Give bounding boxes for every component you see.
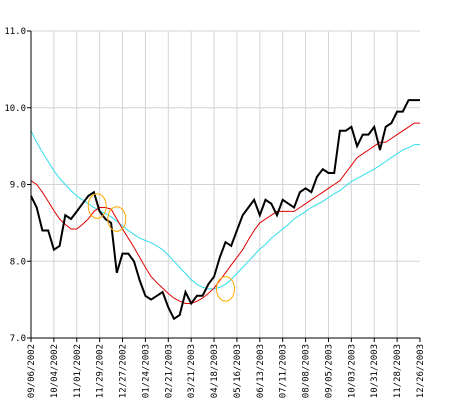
- series-line-2: [30, 122, 420, 304]
- x-tick-label: 09/05/2003: [324, 344, 334, 398]
- x-tick-label: 11/29/2002: [96, 344, 106, 398]
- y-tick-label: 9.0: [10, 181, 26, 191]
- x-tick-label: 12/27/2002: [119, 344, 129, 398]
- x-tick-label: 10/04/2002: [50, 344, 60, 398]
- y-tick-label: 7.0: [10, 334, 26, 344]
- annotation-layer: [87, 193, 235, 302]
- x-tick-label: 02/21/2003: [164, 344, 174, 398]
- x-tick-label: 09/06/2002: [27, 344, 37, 398]
- highlight-ellipse-1: [87, 193, 107, 219]
- x-tick-label: 01/24/2003: [141, 344, 151, 398]
- x-tick-label: 04/18/2003: [210, 344, 220, 398]
- x-tick-label: 10/31/2003: [370, 344, 380, 398]
- x-tick-label: 08/08/2003: [302, 344, 312, 398]
- x-tick-label: 12/26/2003: [416, 344, 426, 398]
- highlight-ellipse-2: [107, 206, 127, 232]
- series-layer: [30, 99, 420, 321]
- x-tick-label: 11/01/2002: [73, 344, 83, 398]
- y-tick-label: 8.0: [10, 257, 26, 267]
- x-tick-label: 06/13/2003: [256, 344, 266, 398]
- y-tick-label: 10.0: [4, 104, 26, 114]
- x-tick-label: 05/16/2003: [233, 344, 243, 398]
- x-tick-label: 11/28/2003: [393, 344, 403, 398]
- series-line-3: [30, 130, 420, 290]
- y-tick-label: 11.0: [4, 27, 26, 37]
- x-tick-label: 07/11/2003: [279, 344, 289, 398]
- x-tick-label: 10/03/2003: [347, 344, 357, 398]
- axis-layer: 09/06/2002 10/04/2002 11/01/2002 11/29/2002…: [4, 27, 426, 398]
- x-tick-label: 03/21/2003: [187, 344, 197, 398]
- highlight-ellipse-3: [216, 276, 235, 302]
- series-line-1: [30, 99, 420, 321]
